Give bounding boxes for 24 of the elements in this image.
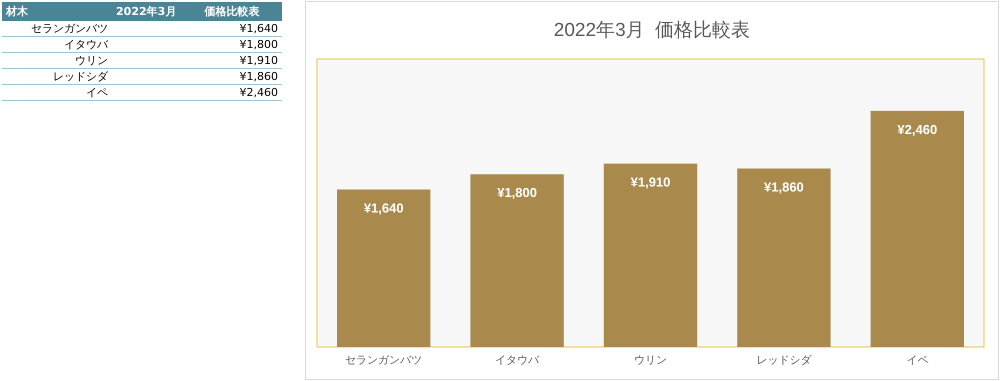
data-label: ¥2,460 (897, 122, 938, 137)
x-tick-label: イペ (906, 354, 928, 366)
data-label: ¥1,800 (497, 185, 537, 200)
category-label: ウリン (75, 54, 108, 67)
data-label: ¥1,860 (764, 179, 804, 194)
text: 2022年3月 (112, 2, 200, 21)
x-tick-label: ウリン (634, 354, 667, 366)
category-label: セランガンバツ (31, 22, 108, 35)
text: ¥1,640 (240, 22, 278, 35)
text: 材木 (2, 2, 112, 21)
chart-title: 2022年3月 価格比較表 (554, 20, 750, 41)
x-tick-label: イタウバ (495, 354, 540, 366)
x-tick-label: レッドシダ (756, 354, 812, 366)
data-label: ¥1,910 (630, 174, 670, 190)
text: ¥2,460 (240, 86, 278, 99)
text: ¥1,800 (240, 38, 278, 51)
text: ¥1,860 (240, 70, 278, 83)
category-label: イペ (86, 86, 108, 99)
category-label: レッドシダ (53, 70, 108, 83)
x-tick-label: セランガンバツ (345, 354, 422, 366)
category-label: イタウバ (64, 38, 108, 51)
text: 価格比較表 (200, 2, 282, 21)
data-label: ¥1,640 (364, 200, 404, 216)
text: ¥1,910 (240, 54, 278, 67)
